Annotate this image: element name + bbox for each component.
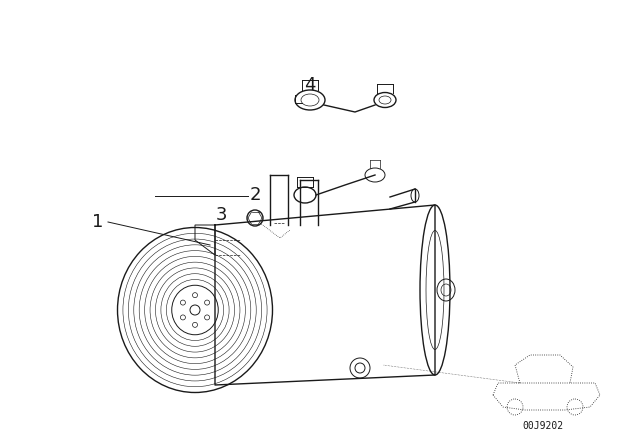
Text: 1: 1 [92,213,104,231]
Text: 3: 3 [215,206,227,224]
Text: 2: 2 [249,186,260,204]
Text: 4: 4 [304,76,316,94]
Text: 00J9202: 00J9202 [522,421,564,431]
